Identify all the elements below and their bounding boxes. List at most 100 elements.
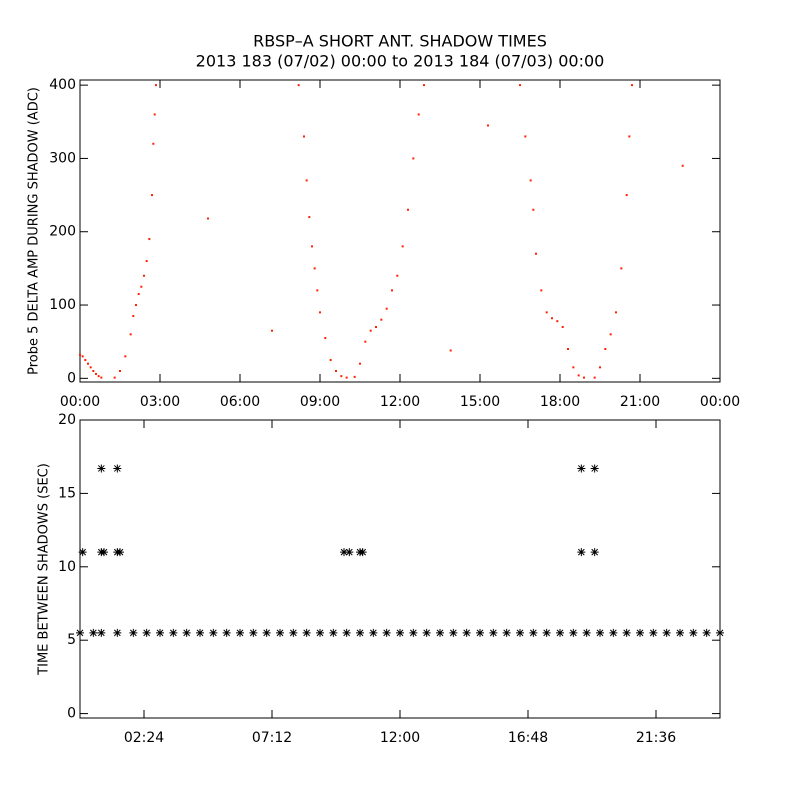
point xyxy=(524,135,527,138)
point xyxy=(689,628,698,637)
point xyxy=(113,464,122,473)
point xyxy=(358,548,367,557)
point xyxy=(196,628,204,637)
point xyxy=(423,84,425,87)
x-tick-label: 16:48 xyxy=(508,730,548,746)
point xyxy=(319,311,321,314)
point xyxy=(356,628,364,637)
point xyxy=(305,179,308,182)
point xyxy=(369,628,378,637)
point xyxy=(449,628,458,637)
point xyxy=(628,135,631,138)
point xyxy=(582,628,591,637)
point xyxy=(182,628,191,637)
point xyxy=(364,340,367,343)
point xyxy=(152,142,155,145)
point xyxy=(385,307,388,310)
point xyxy=(311,245,313,248)
point xyxy=(519,84,521,87)
point xyxy=(302,628,311,637)
y-tick-label: 15 xyxy=(58,485,76,501)
chart-subtitle: 2013 183 (07/02) 00:00 to 2013 184 (07/0… xyxy=(196,52,605,71)
y-axis-label: Probe 5 DELTA AMP DURING SHADOW (ADC) xyxy=(27,87,42,375)
point xyxy=(116,548,124,557)
x-tick-label: 18:00 xyxy=(540,394,580,410)
point xyxy=(577,548,586,557)
point xyxy=(78,548,87,557)
point xyxy=(97,375,100,378)
point xyxy=(681,164,684,167)
point xyxy=(556,320,559,323)
y-tick-label: 0 xyxy=(67,370,76,386)
point xyxy=(590,464,599,473)
x-tick-label: 07:12 xyxy=(252,730,292,746)
point xyxy=(209,628,218,637)
point xyxy=(502,628,511,637)
x-tick-label: 03:00 xyxy=(140,394,180,410)
point xyxy=(407,208,409,211)
point xyxy=(567,348,569,351)
point xyxy=(145,260,148,263)
point xyxy=(308,216,311,219)
point xyxy=(532,208,535,211)
point xyxy=(140,285,143,288)
point xyxy=(569,628,578,637)
x-tick-label: 09:00 xyxy=(300,394,340,410)
point xyxy=(271,329,273,332)
y-tick-label: 5 xyxy=(67,632,76,648)
y-tick-label: 300 xyxy=(49,150,76,166)
point xyxy=(169,628,178,637)
point xyxy=(556,628,564,637)
point xyxy=(476,628,484,637)
point xyxy=(151,194,153,197)
point xyxy=(87,362,89,365)
y-tick-label: 10 xyxy=(58,559,76,575)
point xyxy=(340,548,348,557)
point xyxy=(156,628,164,637)
point xyxy=(631,84,633,87)
point xyxy=(324,337,327,340)
point xyxy=(137,293,140,296)
point xyxy=(153,113,156,116)
point xyxy=(297,84,300,87)
point xyxy=(142,628,151,637)
point xyxy=(604,348,607,351)
point xyxy=(382,628,391,637)
point xyxy=(396,274,399,277)
y-axis-label: TIME BETWEEN SHADOWS (SEC) xyxy=(37,463,52,676)
point xyxy=(316,289,319,292)
x-tick-label: 00:00 xyxy=(60,394,100,410)
point xyxy=(84,359,87,362)
x-tick-label: 12:00 xyxy=(380,394,420,410)
point xyxy=(132,315,135,318)
point xyxy=(540,289,543,292)
point xyxy=(599,366,601,369)
point xyxy=(662,628,671,637)
x-tick-label: 21:36 xyxy=(636,730,676,746)
point xyxy=(100,376,103,379)
point xyxy=(89,366,92,369)
point xyxy=(596,628,604,637)
x-tick-label: 15:00 xyxy=(460,394,500,410)
point xyxy=(636,628,644,637)
point xyxy=(342,628,351,637)
y-tick-label: 20 xyxy=(58,412,76,428)
point xyxy=(313,267,316,270)
point xyxy=(119,370,121,373)
point xyxy=(615,311,617,314)
point xyxy=(276,628,284,637)
chart-title: RBSP–A SHORT ANT. SHADOW TIMES xyxy=(253,32,547,51)
point xyxy=(113,376,116,379)
point xyxy=(329,359,332,362)
y-tick-label: 0 xyxy=(67,706,76,722)
point xyxy=(577,374,580,377)
point xyxy=(551,317,553,320)
point xyxy=(375,326,377,329)
point xyxy=(487,124,489,127)
point xyxy=(535,252,537,255)
point xyxy=(148,238,151,241)
point xyxy=(422,628,431,637)
